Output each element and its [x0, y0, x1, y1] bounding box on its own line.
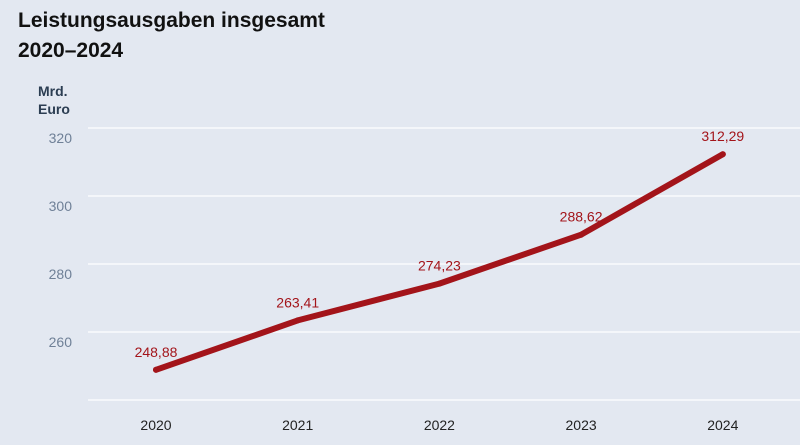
data-label: 312,29 — [701, 128, 744, 144]
y-axis-unit-line-2: Euro — [38, 101, 70, 117]
data-label: 288,62 — [560, 209, 603, 225]
chart-title-line-2: 2020–2024 — [18, 39, 124, 62]
data-point — [719, 151, 726, 158]
x-tick-label: 2021 — [282, 417, 313, 433]
data-label: 274,23 — [418, 258, 461, 274]
x-tick-label: 2020 — [140, 417, 171, 433]
y-axis-unit-label: Mrd. Euro — [38, 82, 98, 118]
data-point — [436, 280, 443, 287]
y-tick-label: 260 — [49, 334, 73, 350]
x-tick-label: 2024 — [707, 417, 738, 433]
chart-title: Leistungsausgaben insgesamt 2020–2024 — [18, 6, 325, 66]
y-axis-unit-line-1: Mrd. — [38, 83, 68, 99]
x-tick-label: 2023 — [566, 417, 597, 433]
data-label: 263,41 — [276, 294, 319, 310]
data-label: 248,88 — [135, 344, 178, 360]
x-tick-label: 2022 — [424, 417, 455, 433]
y-tick-label: 300 — [49, 198, 73, 214]
data-point — [294, 317, 301, 324]
data-point — [153, 366, 159, 373]
data-point — [578, 231, 585, 238]
y-tick-label: 320 — [49, 130, 73, 146]
y-tick-label: 280 — [49, 266, 73, 282]
chart-title-line-1: Leistungsausgaben insgesamt — [18, 9, 325, 32]
